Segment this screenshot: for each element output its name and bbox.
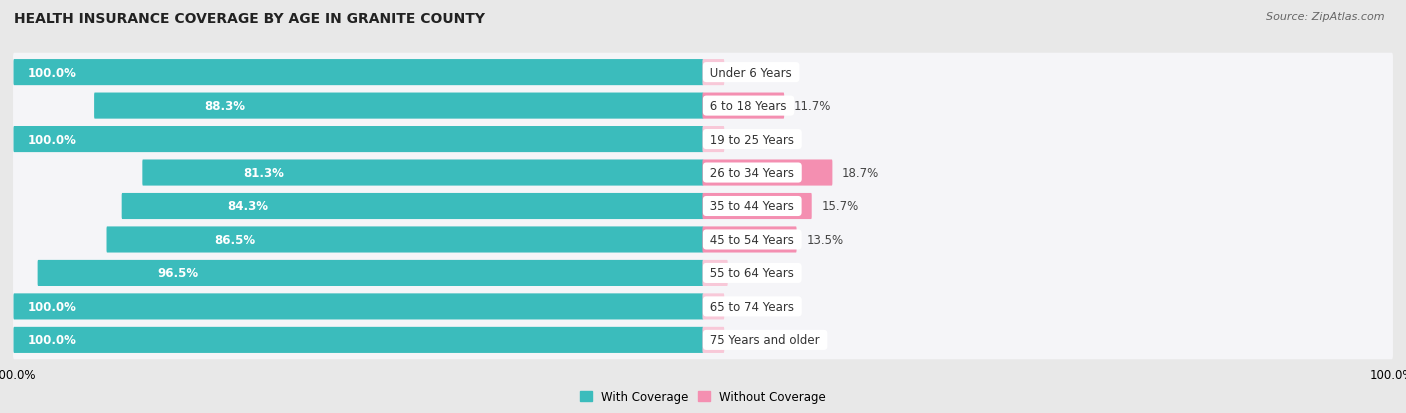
FancyBboxPatch shape — [703, 127, 724, 153]
FancyBboxPatch shape — [13, 287, 1393, 326]
Text: 81.3%: 81.3% — [243, 166, 284, 180]
FancyBboxPatch shape — [703, 227, 797, 253]
Text: 100.0%: 100.0% — [28, 334, 77, 347]
Text: 0.0%: 0.0% — [734, 133, 763, 146]
FancyBboxPatch shape — [38, 260, 703, 286]
Text: 11.7%: 11.7% — [794, 100, 831, 113]
Text: HEALTH INSURANCE COVERAGE BY AGE IN GRANITE COUNTY: HEALTH INSURANCE COVERAGE BY AGE IN GRAN… — [14, 12, 485, 26]
Text: 96.5%: 96.5% — [157, 267, 200, 280]
FancyBboxPatch shape — [142, 160, 703, 186]
FancyBboxPatch shape — [107, 227, 703, 253]
Text: 84.3%: 84.3% — [226, 200, 267, 213]
Text: 0.0%: 0.0% — [734, 66, 763, 79]
FancyBboxPatch shape — [703, 260, 728, 286]
Text: 100.0%: 100.0% — [28, 133, 77, 146]
FancyBboxPatch shape — [13, 221, 1393, 259]
Text: 100.0%: 100.0% — [28, 300, 77, 313]
FancyBboxPatch shape — [14, 127, 703, 153]
Text: 86.5%: 86.5% — [214, 233, 256, 247]
FancyBboxPatch shape — [13, 254, 1393, 293]
Text: 6 to 18 Years: 6 to 18 Years — [706, 100, 790, 113]
FancyBboxPatch shape — [14, 294, 703, 320]
Text: 0.0%: 0.0% — [734, 334, 763, 347]
FancyBboxPatch shape — [703, 193, 811, 220]
FancyBboxPatch shape — [13, 187, 1393, 226]
FancyBboxPatch shape — [703, 93, 785, 119]
FancyBboxPatch shape — [703, 327, 724, 353]
FancyBboxPatch shape — [703, 160, 832, 186]
FancyBboxPatch shape — [13, 321, 1393, 359]
FancyBboxPatch shape — [122, 193, 703, 220]
Text: 13.5%: 13.5% — [807, 233, 844, 247]
FancyBboxPatch shape — [703, 294, 724, 320]
FancyBboxPatch shape — [13, 154, 1393, 192]
Text: 19 to 25 Years: 19 to 25 Years — [706, 133, 799, 146]
Legend: With Coverage, Without Coverage: With Coverage, Without Coverage — [575, 385, 831, 408]
FancyBboxPatch shape — [13, 120, 1393, 159]
Text: 35 to 44 Years: 35 to 44 Years — [706, 200, 799, 213]
FancyBboxPatch shape — [94, 93, 703, 119]
Text: Under 6 Years: Under 6 Years — [706, 66, 796, 79]
Text: 26 to 34 Years: 26 to 34 Years — [706, 166, 799, 180]
Text: 75 Years and older: 75 Years and older — [706, 334, 824, 347]
Text: 88.3%: 88.3% — [204, 100, 245, 113]
Text: 3.5%: 3.5% — [738, 267, 768, 280]
Text: 55 to 64 Years: 55 to 64 Years — [706, 267, 799, 280]
Text: 15.7%: 15.7% — [821, 200, 859, 213]
FancyBboxPatch shape — [14, 327, 703, 353]
FancyBboxPatch shape — [703, 60, 724, 86]
Text: 100.0%: 100.0% — [28, 66, 77, 79]
Text: 45 to 54 Years: 45 to 54 Years — [706, 233, 799, 247]
Text: 18.7%: 18.7% — [842, 166, 879, 180]
Text: 0.0%: 0.0% — [734, 300, 763, 313]
Text: Source: ZipAtlas.com: Source: ZipAtlas.com — [1267, 12, 1385, 22]
FancyBboxPatch shape — [13, 87, 1393, 126]
FancyBboxPatch shape — [14, 60, 703, 86]
Text: 65 to 74 Years: 65 to 74 Years — [706, 300, 799, 313]
FancyBboxPatch shape — [13, 54, 1393, 92]
